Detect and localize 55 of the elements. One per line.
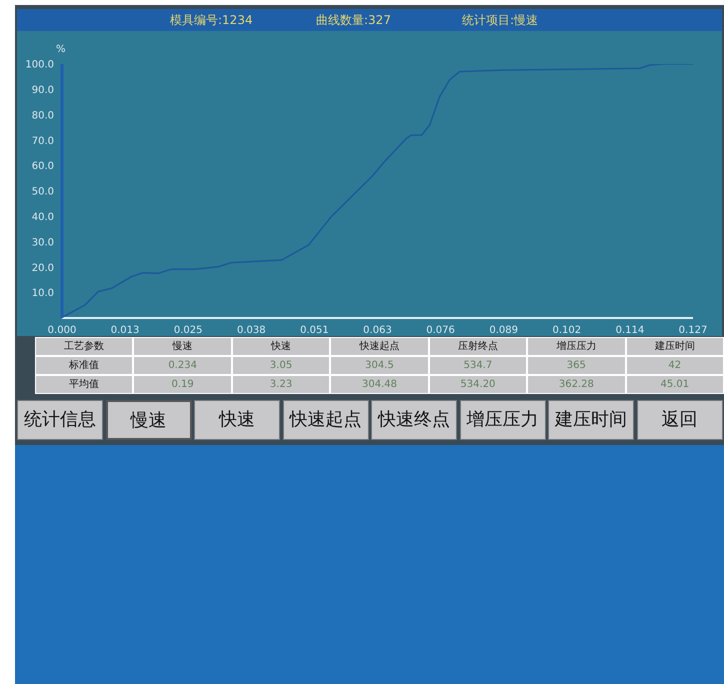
x-tick-label: 0.102 <box>552 325 582 336</box>
text: 平均值 <box>36 376 132 393</box>
text: 304.48 <box>331 376 428 393</box>
text: 0.19 <box>134 376 231 393</box>
y-tick-label: 100.0 <box>25 60 54 71</box>
y-axis-title: % <box>56 44 66 55</box>
text: 统计信息 <box>17 400 103 440</box>
text: 0.234 <box>134 357 231 374</box>
text: 慢速 <box>134 338 231 355</box>
x-tick-label: 0.089 <box>489 325 518 336</box>
x-tick-label: 0.000 <box>48 325 76 336</box>
y-tick-label: 20.0 <box>32 262 54 274</box>
text: 3.05 <box>232 357 330 374</box>
y-tick-label: 60.0 <box>32 161 54 172</box>
x-tick-label: 0.025 <box>174 325 203 336</box>
text: 45.01 <box>626 376 723 393</box>
text: 建压时间 <box>548 400 634 440</box>
x-tick-label: 0.051 <box>300 325 329 336</box>
x-tick-label: 0.038 <box>236 325 266 336</box>
y-tick-label: 50.0 <box>32 186 54 198</box>
text: 快速 <box>194 400 280 440</box>
text: 365 <box>528 357 625 374</box>
text: 模具编号:1234 <box>170 12 253 29</box>
text: 返回 <box>636 400 722 440</box>
y-tick-label: 30.0 <box>32 237 54 248</box>
y-tick-label: 10.0 <box>32 288 54 300</box>
text: 曲线数量:327 <box>316 12 391 29</box>
y-tick-label: 90.0 <box>32 84 54 96</box>
text: 534.20 <box>430 376 526 393</box>
text: 统计项目:慢速 <box>462 12 538 29</box>
y-tick-label: 70.0 <box>32 136 54 147</box>
text: 304.5 <box>331 357 428 374</box>
text: 增压压力 <box>528 338 625 355</box>
text: 压射终点 <box>430 338 526 355</box>
text: 534.7 <box>430 357 526 374</box>
x-tick-label: 0.127 <box>678 325 708 336</box>
text: 快速 <box>232 338 330 355</box>
y-tick-label: 40.0 <box>32 212 54 223</box>
x-tick-label: 0.076 <box>426 325 455 336</box>
y-tick-label: 80.0 <box>32 110 54 122</box>
x-tick-label: 0.063 <box>363 325 392 336</box>
text: 3.23 <box>232 376 330 393</box>
text: 慢速 <box>106 400 192 440</box>
x-tick-label: 0.114 <box>616 325 644 336</box>
text: 362.28 <box>528 376 625 393</box>
text: 快速起点 <box>331 338 428 355</box>
text: 快速起点 <box>282 400 368 440</box>
text: 工艺参数 <box>36 338 132 355</box>
text: 增压压力 <box>460 400 546 440</box>
x-tick-label: 0.013 <box>110 325 140 336</box>
text: 42 <box>626 357 723 374</box>
text: 标准值 <box>36 357 132 374</box>
line-series <box>62 64 693 318</box>
text: 快速终点 <box>371 400 457 440</box>
text: 建压时间 <box>626 338 723 355</box>
